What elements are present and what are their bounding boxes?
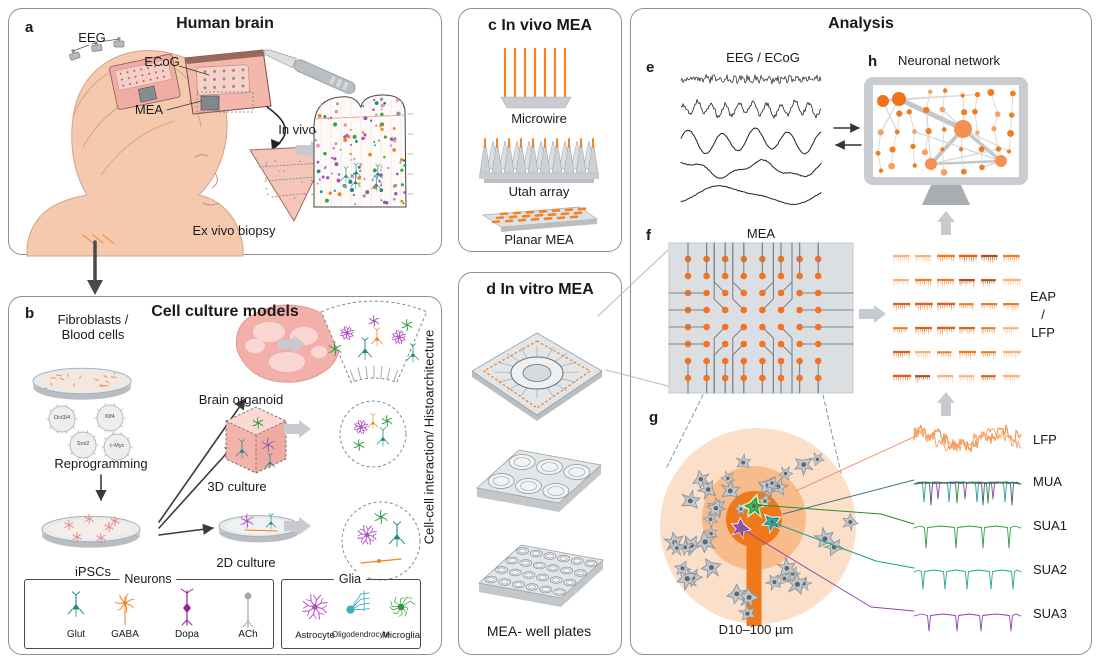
mea-label: MEA (134, 102, 164, 117)
cell-culture-illustration (32, 300, 428, 628)
diameter-label: D10–100 µm (718, 622, 794, 637)
sua2-trace-label: SUA2 (1033, 562, 1067, 577)
panel-f-letter: f (646, 227, 651, 244)
utah-array-label: Utah array (508, 184, 570, 199)
panel-c-title: c In vivo MEA (487, 17, 593, 34)
panel-in-vitro-mea: d In vitro MEA MEA- well plates (458, 272, 622, 655)
cell-cell-interaction-label: Cell-cell interaction/ Histoarchitecture (421, 329, 437, 545)
ex-vivo-label: Ex vivo biopsy (192, 223, 276, 238)
factor-cmyc: c-Myc (109, 443, 125, 450)
panel-b-letter: b (25, 305, 35, 322)
panel-d-letter: d (486, 281, 496, 298)
eap-label: EAP (1029, 289, 1057, 304)
scalpel (263, 49, 356, 94)
ipscs-label: iPSCs (74, 564, 112, 579)
panel-e-letter: e (646, 59, 655, 76)
fibroblasts-label-line1: Fibroblasts / (57, 312, 129, 327)
microglia-label: Microglia (381, 630, 421, 641)
mea-6-well-plate (476, 449, 602, 512)
analysis-illustration (660, 74, 1028, 632)
analysis-title: Analysis (828, 15, 894, 32)
neuronal-network-label: Neuronal network (898, 53, 1000, 68)
glia-legend-title: Glia (333, 572, 367, 586)
panel-a-letter: a (25, 19, 34, 36)
factor-klf4: Klf4 (105, 414, 115, 421)
brain-organoid-label: Brain organoid (198, 392, 284, 407)
eeg-electrode (69, 48, 81, 61)
neurons-legend-box (24, 579, 274, 649)
2d-culture-label: 2D culture (216, 555, 276, 570)
panel-in-vivo-mea: c In vivo MEA Microwire Utah array Plana… (458, 8, 622, 252)
panel-h-letter: h (868, 53, 878, 70)
3d-culture-cube (225, 406, 287, 474)
microwire-label: Microwire (511, 111, 567, 126)
sua3-trace-label: SUA3 (1033, 606, 1067, 621)
in-vivo-label: In vivo (278, 122, 316, 137)
in-vivo-mea-illustration (479, 47, 599, 232)
panel-g-letter: g (649, 409, 659, 426)
histoarchitecture-fan (320, 300, 428, 384)
mea-f-label: MEA (746, 226, 776, 241)
fibroblasts-label-line2: Blood cells (61, 327, 125, 342)
panel-analysis: Analysis e EEG / ECoG h Neuronal network… (630, 8, 1092, 655)
ecog-label: ECoG (144, 54, 180, 69)
ecog-flap (184, 49, 272, 115)
3d-culture-label: 3D culture (207, 479, 267, 494)
panel-human-brain: a Human brain EEG ECoG MEA In vivo Ex vi… (8, 8, 442, 257)
mua-trace-label: MUA (1033, 474, 1062, 489)
factor-sox2: Sox2 (76, 441, 90, 448)
panel-c-letter: c (487, 17, 497, 34)
eeg-label: EEG (78, 30, 106, 45)
network-graph (875, 88, 1016, 176)
glut-label: Glut (66, 629, 86, 640)
panel-a-title: Human brain (176, 15, 274, 32)
mea-24-well-plate (478, 544, 604, 607)
astrocyte-label: Astrocyte (295, 630, 335, 641)
mea-well-plates-label: MEA- well plates (486, 623, 592, 639)
panel-d-title: d In vitro MEA (486, 281, 594, 298)
ach-label: ACh (238, 629, 258, 640)
sua1-trace-label: SUA1 (1033, 518, 1067, 533)
craniotomy-patch (109, 53, 181, 110)
eeg-electrode (91, 40, 103, 52)
oligodendrocyte-label: Oligodendrocyte (331, 630, 391, 639)
reprogramming-label: Reprogramming (54, 456, 148, 471)
panel-b-title: Cell culture models (151, 303, 299, 320)
mea-chip (471, 332, 603, 421)
factor-oct34: Oct3/4 (53, 415, 71, 422)
eeg-ecog-label: EEG / ECoG (726, 50, 800, 65)
neurons-legend-title: Neurons (119, 572, 177, 586)
lfp-top-label: LFP (1031, 325, 1055, 340)
gaba-label: GABA (111, 629, 139, 640)
human-brain-illustration (26, 37, 414, 257)
lfp-trace-label: LFP (1033, 432, 1057, 447)
eeg-electrode (113, 37, 125, 48)
planar-mea-label: Planar MEA (504, 232, 574, 247)
dopa-label: Dopa (175, 629, 199, 640)
panel-cell-culture-models: b Cell culture models Fibroblasts / Bloo… (8, 296, 442, 655)
eap-lfp-raster (893, 254, 1022, 385)
culture-zoom-circle (660, 428, 859, 626)
eap-lfp-slash: / (1041, 307, 1045, 322)
in-vitro-mea-illustration (471, 332, 604, 607)
